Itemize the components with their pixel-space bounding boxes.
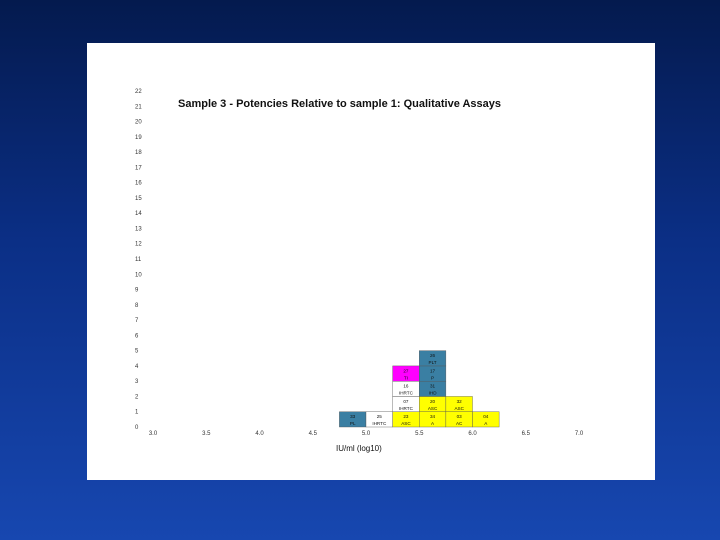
y-tick-label: 9	[135, 288, 139, 294]
histogram-cell: 03 AC	[445, 411, 473, 428]
cell-method-label: PL	[350, 421, 356, 426]
histogram-cell: 20 ASC	[419, 396, 447, 412]
cell-method-label: TI	[404, 375, 408, 380]
y-tick-label: 14	[135, 211, 142, 217]
histogram-cell: 34 A	[419, 411, 447, 428]
cell-lab-label: 17	[430, 368, 436, 373]
cell-method-label: A	[431, 421, 435, 426]
cell-method-label: IHRTC	[399, 406, 414, 411]
y-tick-label: 7	[135, 318, 139, 324]
x-axis-label: IU/ml (log10)	[336, 444, 382, 453]
x-tick-label: 6.0	[468, 431, 477, 437]
x-axis-ticks: 3.0 3.5 4.0 4.5 5.0 5.5 6.0 6.5 7.0	[149, 431, 584, 437]
cell-method-label: IHRTC	[399, 391, 414, 396]
x-tick-label: 5.5	[415, 431, 424, 437]
y-tick-label: 10	[135, 272, 142, 278]
cell-lab-label: 20	[430, 399, 436, 404]
cell-method-label: ASC	[401, 421, 411, 426]
cell-method-label: ASC	[454, 406, 464, 411]
y-tick-label: 5	[135, 349, 139, 355]
y-tick-label: 4	[135, 364, 139, 370]
cell-lab-label: 34	[430, 414, 436, 419]
histogram-cell: 26 PLT	[419, 350, 447, 367]
y-tick-label: 21	[135, 104, 142, 110]
x-tick-label: 3.5	[202, 431, 211, 437]
x-tick-label: 5.0	[362, 431, 371, 437]
cell-method-label: IHD	[429, 391, 438, 396]
cell-lab-label: 33	[350, 414, 356, 419]
histogram-chart: Sample 3 - Potencies Relative to sample …	[135, 89, 584, 453]
x-tick-label: 4.5	[309, 431, 318, 437]
cell-lab-label: 25	[377, 414, 383, 419]
cell-lab-label: 16	[403, 384, 409, 389]
y-tick-label: 18	[135, 150, 142, 156]
y-tick-label: 0	[135, 425, 139, 431]
histogram-cell: 31 IHD	[419, 380, 447, 397]
histogram-cell: 04 A	[472, 411, 500, 428]
y-tick-label: 17	[135, 165, 142, 171]
y-tick-label: 6	[135, 333, 139, 339]
cell-method-label: A	[484, 421, 488, 426]
cell-method-label: IHRTC	[372, 421, 387, 426]
y-tick-label: 15	[135, 196, 142, 202]
cell-lab-label: 07	[403, 399, 409, 404]
y-tick-label: 16	[135, 181, 142, 187]
cell-lab-label: 04	[483, 414, 489, 419]
y-tick-label: 22	[135, 89, 142, 95]
x-tick-label: 6.5	[522, 431, 531, 437]
histogram-cell: 07 IHRTC	[392, 396, 420, 412]
cell-lab-label: 27	[403, 368, 409, 373]
y-tick-label: 13	[135, 226, 142, 232]
chart-title: Sample 3 - Potencies Relative to sample …	[178, 98, 501, 110]
y-tick-label: 20	[135, 120, 142, 126]
y-tick-label: 8	[135, 303, 139, 309]
histogram-cell: 23 ASC	[392, 411, 420, 428]
cell-lab-label: 32	[457, 399, 463, 404]
histogram-cell: 16 IHRTC	[392, 380, 420, 397]
cell-lab-label: 03	[457, 414, 463, 419]
histogram-cell: 27 TI	[392, 365, 420, 382]
cell-lab-label: 23	[403, 414, 409, 419]
cell-lab-label: 26	[430, 353, 436, 358]
x-tick-label: 7.0	[575, 431, 584, 437]
histogram-cell: 17 P	[419, 365, 447, 382]
y-tick-label: 12	[135, 242, 142, 248]
cell-box	[445, 396, 473, 412]
cell-method-label: PLT	[429, 360, 437, 365]
y-tick-label: 2	[135, 394, 139, 400]
cell-method-label: AC	[456, 421, 463, 426]
histogram-cell: 33 PL	[339, 411, 367, 428]
histogram-cells: 33 PL 25 IHRTC 23 ASC 07 IHRTC 16 IHRTC 27 TI 34 A 20 A…	[339, 350, 500, 428]
histogram-cell: 25 IHRTC	[365, 411, 393, 428]
cell-box	[419, 350, 447, 367]
y-tick-label: 19	[135, 135, 142, 141]
y-tick-label: 3	[135, 379, 139, 385]
cell-method-label: P	[431, 375, 434, 380]
cell-method-label: ASC	[428, 406, 438, 411]
cell-box	[472, 411, 500, 428]
x-tick-label: 4.0	[255, 431, 264, 437]
histogram-cell: 32 ASC	[445, 396, 473, 412]
cell-lab-label: 31	[430, 384, 436, 389]
y-tick-label: 1	[135, 410, 139, 416]
y-tick-label: 11	[135, 257, 142, 263]
x-tick-label: 3.0	[149, 431, 158, 437]
slide-panel: Sample 3 - Potencies Relative to sample …	[87, 43, 655, 480]
